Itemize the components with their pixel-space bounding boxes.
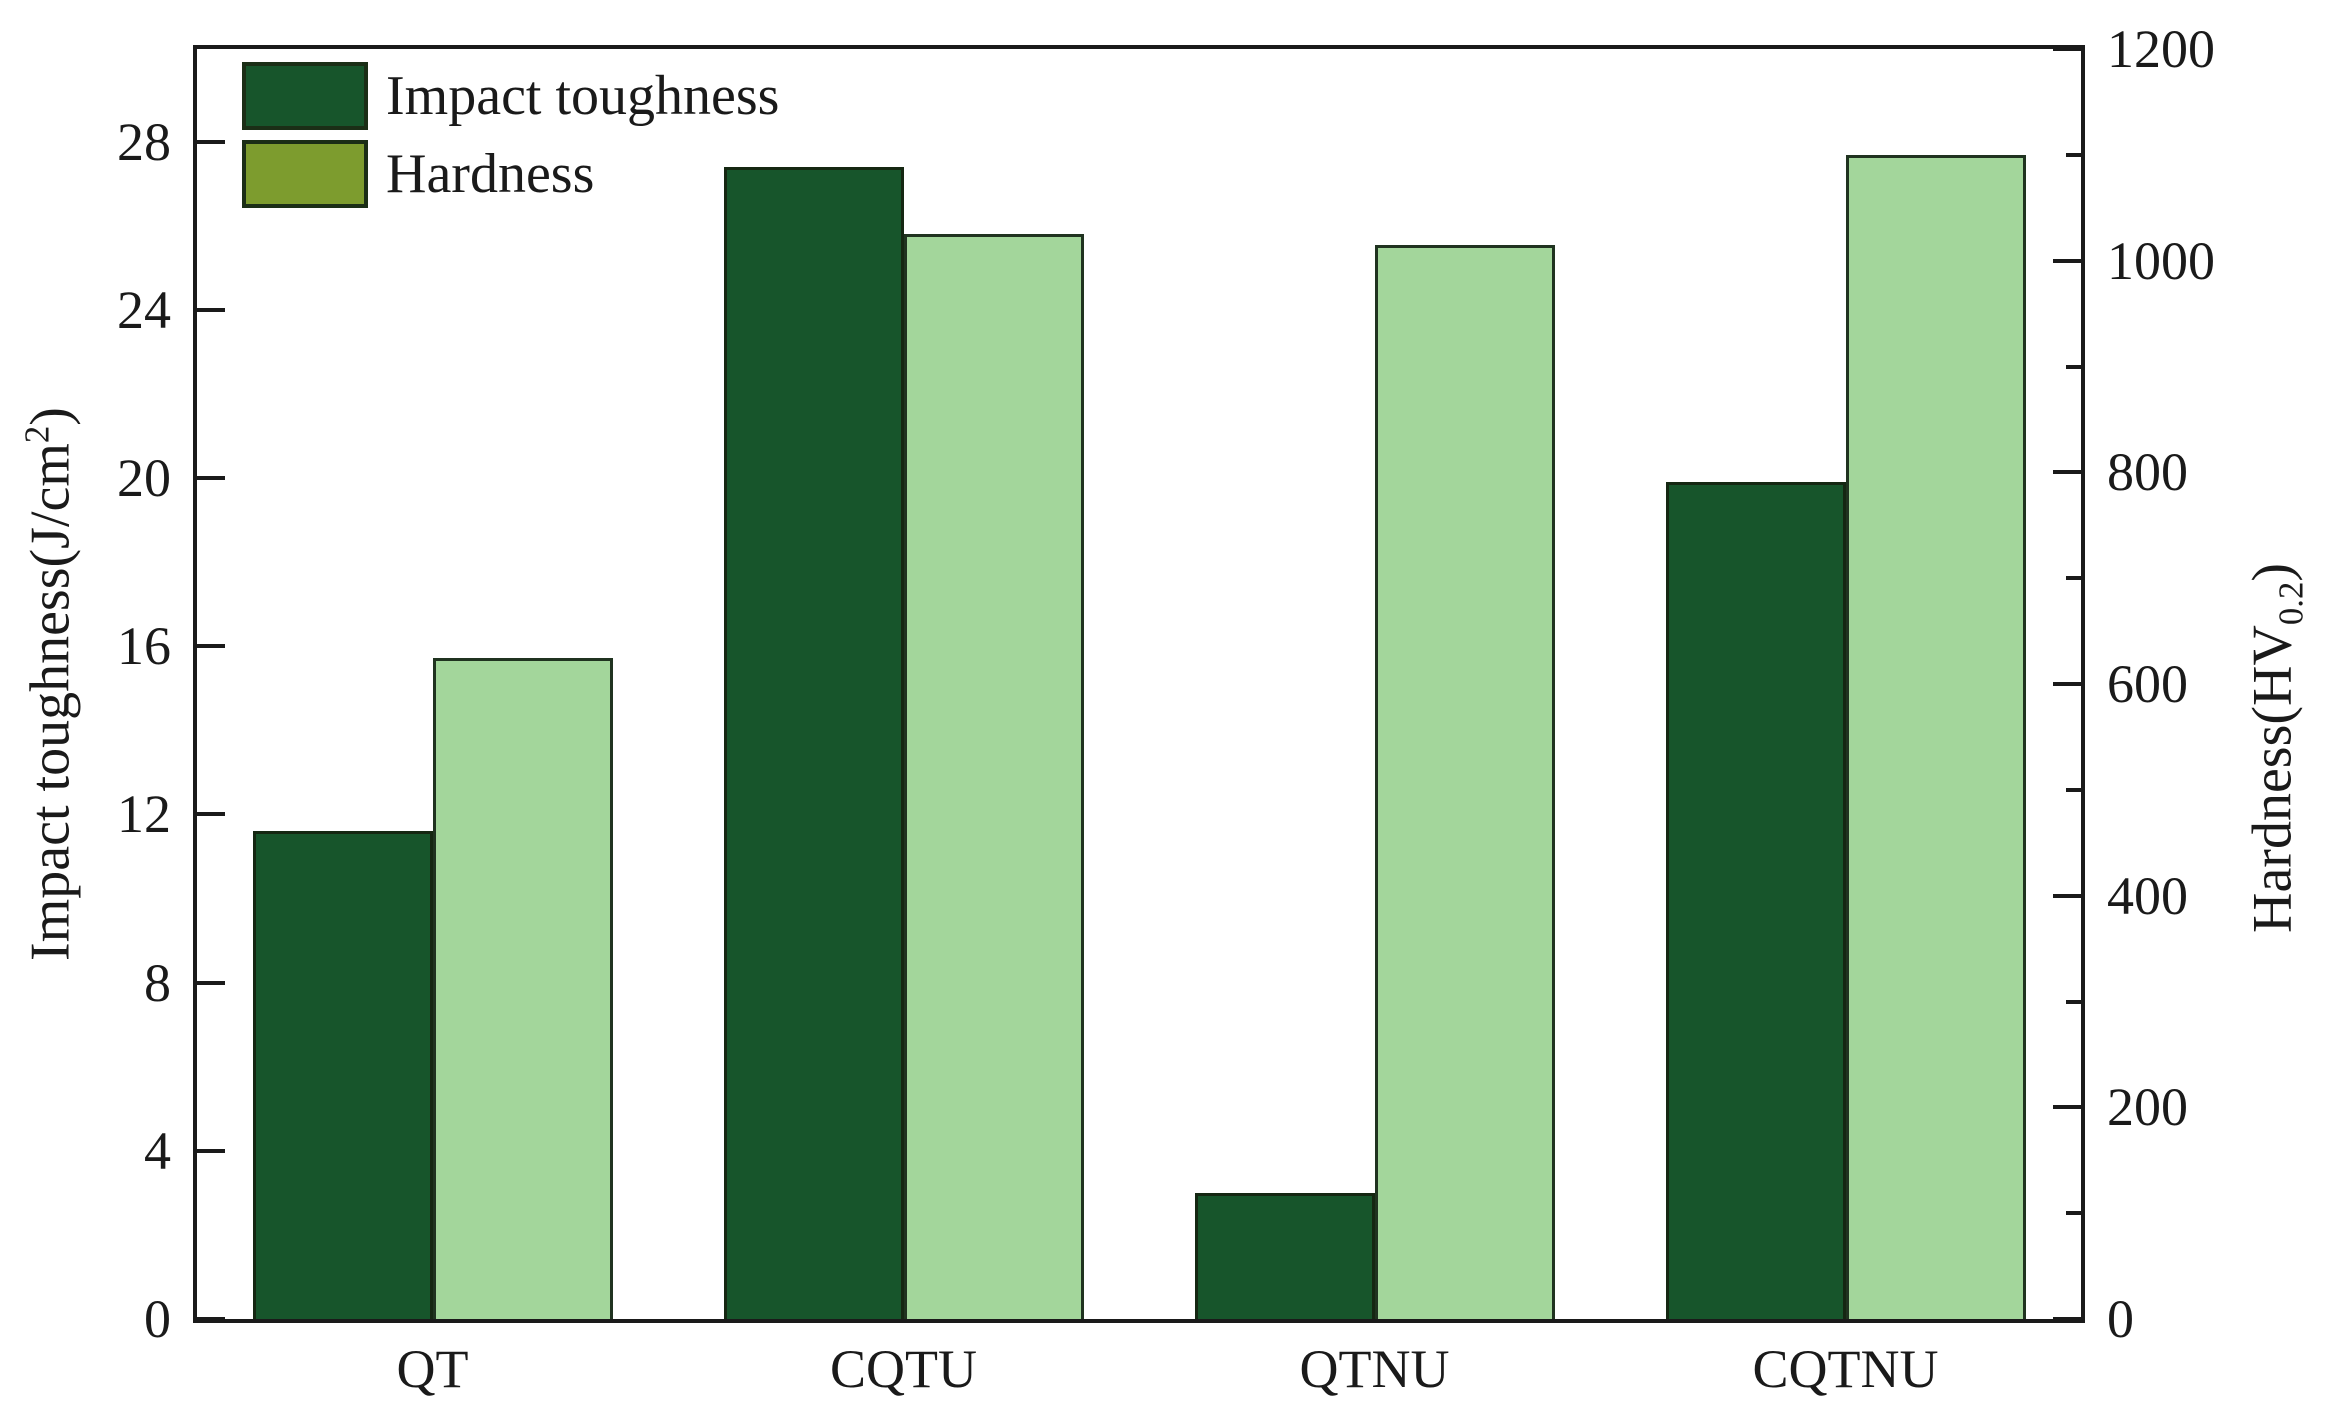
legend-label-impact-toughness: Impact toughness — [386, 65, 780, 127]
legend-label-hardness: Hardness — [386, 143, 595, 205]
legend: Impact toughness Hardness — [242, 61, 779, 217]
left-axis-tick-label: 0 — [144, 1289, 171, 1349]
legend-swatch-impact-toughness — [242, 62, 368, 130]
left-axis-tick-label: 4 — [144, 1120, 171, 1181]
bar-hardness-qtnu — [1374, 245, 1555, 1319]
legend-swatch-hardness — [242, 140, 368, 208]
left-axis-title-superscript: 2 — [17, 425, 57, 444]
right-axis-tick-label: 1000 — [2107, 230, 2215, 291]
right-axis-tick-label: 0 — [2107, 1289, 2134, 1349]
left-axis-tick-label: 20 — [117, 447, 171, 508]
right-axis-tick-label: 400 — [2107, 865, 2188, 926]
bars-layer — [197, 49, 2081, 1319]
bar-impact-toughness-cqtu — [723, 167, 904, 1319]
right-axis-minor-tick — [2066, 152, 2081, 157]
ticks-layer — [197, 47, 2081, 1321]
bar-hardness-cqtnu — [1845, 155, 2026, 1319]
legend-item-impact-toughness: Impact toughness — [242, 61, 779, 131]
right-axis-tick — [2053, 47, 2081, 51]
bar-impact-toughness-cqtnu — [1665, 482, 1846, 1319]
right-axis-title-subscript: 0.2 — [2271, 581, 2311, 626]
left-axis-tick — [197, 307, 225, 312]
right-axis-minor-tick — [2066, 364, 2081, 369]
right-axis-tick — [2053, 1317, 2081, 1321]
left-axis-title-text: Impact toughness(J/cm — [19, 443, 82, 961]
right-axis-minor-tick — [2066, 576, 2081, 581]
left-axis-tick — [197, 644, 225, 649]
right-axis-title-text: Hardness(HV — [2241, 625, 2304, 933]
left-axis-tick-label: 16 — [117, 616, 171, 677]
right-axis-tick-label: 200 — [2107, 1077, 2188, 1138]
right-axis-tick-label: 1200 — [2107, 19, 2215, 79]
plot-area: Impact toughness Hardness — [193, 45, 2085, 1323]
left-axis-tick — [197, 812, 225, 817]
right-axis-tick — [2053, 893, 2081, 898]
left-axis-tick — [197, 139, 225, 144]
bar-hardness-cqtu — [903, 234, 1084, 1319]
right-axis-tick — [2053, 1105, 2081, 1110]
x-axis-label-cqtu: CQTU — [830, 1339, 977, 1399]
right-axis-tick-label: 800 — [2107, 442, 2188, 503]
x-axis-label-qtnu: QTNU — [1299, 1339, 1450, 1399]
left-axis-tick — [197, 980, 225, 985]
right-axis-title-close: ) — [2241, 563, 2304, 582]
right-axis-tick — [2053, 682, 2081, 686]
bar-hardness-qt — [432, 658, 613, 1319]
right-axis-minor-tick — [2066, 999, 2081, 1004]
right-axis-minor-tick — [2066, 787, 2081, 792]
bar-impact-toughness-qtnu — [1194, 1193, 1375, 1319]
left-axis-tick-label: 8 — [144, 952, 171, 1013]
right-axis-minor-tick — [2066, 1211, 2081, 1216]
x-axis-label-cqtnu: CQTNU — [1752, 1339, 1939, 1399]
bar-impact-toughness-qt — [252, 831, 433, 1319]
left-axis-tick — [197, 1317, 225, 1321]
right-axis-tick-label: 600 — [2107, 654, 2188, 714]
right-axis-title: Hardness(HV0.2) — [2240, 563, 2323, 933]
left-axis-tick-label: 24 — [117, 279, 171, 340]
legend-item-hardness: Hardness — [242, 139, 779, 209]
left-axis-tick-label: 12 — [117, 784, 171, 845]
left-axis-tick-label: 28 — [117, 111, 171, 172]
right-axis-tick — [2053, 258, 2081, 263]
left-axis-tick — [197, 475, 225, 480]
x-axis-label-qt: QT — [396, 1339, 469, 1399]
right-axis-tick — [2053, 470, 2081, 475]
left-axis-title-close: ) — [19, 407, 82, 426]
left-axis-tick — [197, 1148, 225, 1153]
